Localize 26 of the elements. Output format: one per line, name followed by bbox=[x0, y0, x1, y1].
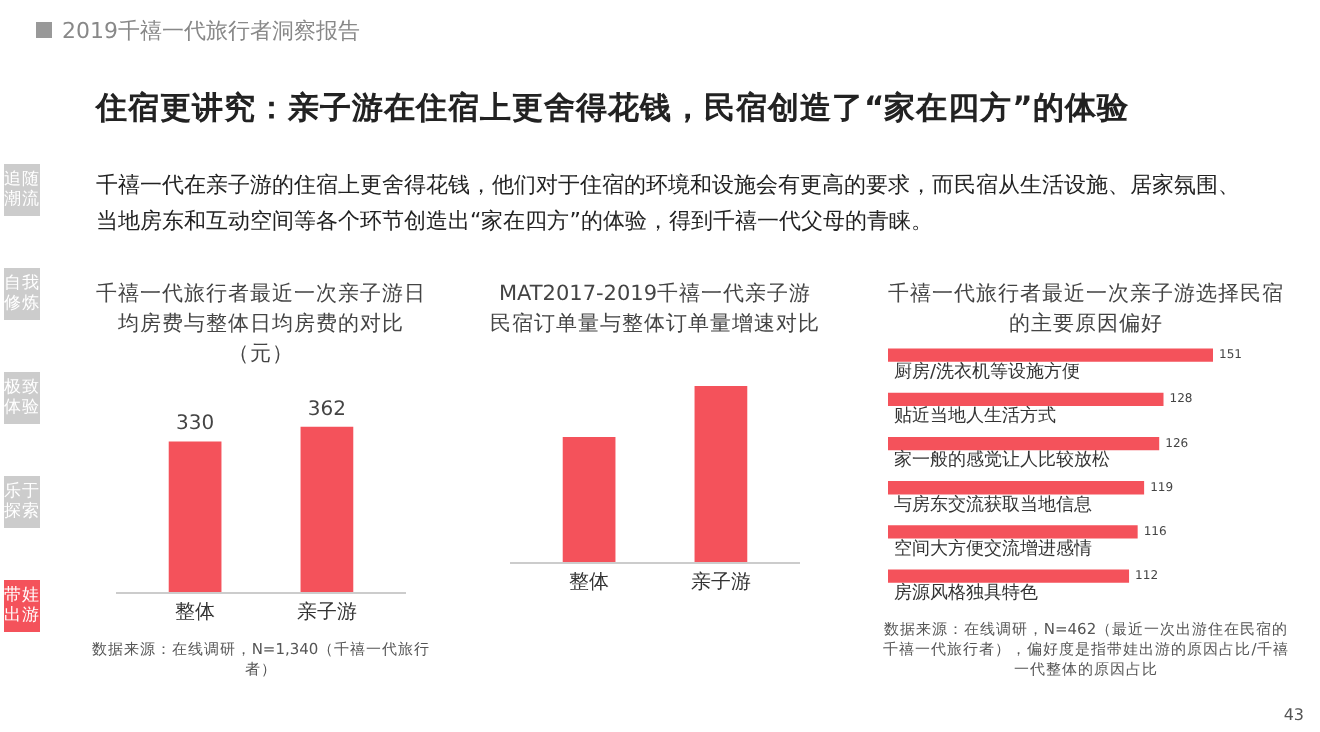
bar bbox=[888, 481, 1145, 495]
chart-title: 千禧一代旅行者最近一次亲子游日均房费与整体日均房费的对比（元） bbox=[94, 280, 428, 370]
chart-title: MAT2017-2019千禧一代亲子游民宿订单量与整体订单量增速对比 bbox=[488, 280, 822, 340]
y-tick-label: 房源风格独具特色 bbox=[894, 581, 1038, 604]
x-tick-label: 亲子游 bbox=[690, 570, 751, 594]
bar bbox=[888, 436, 1160, 451]
y-tick-label: 家一般的感觉让人比较放松 bbox=[894, 449, 1110, 472]
x-tick-label: 整体 bbox=[569, 570, 610, 594]
text: 43 bbox=[1283, 706, 1304, 724]
y-tick-label: 空间大方便交流增进感情 bbox=[894, 537, 1092, 560]
bar bbox=[888, 348, 1213, 362]
text: 住宿更讲究：亲子游在住宿上更舍得花钱，民宿创造了“家在四方”的体验 bbox=[96, 88, 1129, 130]
text: 千禧一代在亲子游的住宿上更舍得花钱，他们对于住宿的环境和设施会有更高的要求，而民宿从生活设施、居家氛围、当地房东和互动空间等各个环节创造出“家在四方”的体验，得到千禧一代父母的青睐。 bbox=[96, 170, 1242, 238]
text: 带娃出游 bbox=[4, 580, 40, 632]
bar bbox=[888, 525, 1138, 539]
bar bbox=[888, 392, 1164, 406]
y-tick-label: 贴近当地人生活方式 bbox=[894, 405, 1056, 428]
bar bbox=[888, 569, 1130, 583]
data-label: 362 bbox=[307, 398, 346, 421]
y-tick-label: 厨房/洗衣机等设施方便 bbox=[894, 360, 1081, 383]
y-tick-label: 与房东交流获取当地信息 bbox=[894, 493, 1092, 516]
text: 2019千禧一代旅行者洞察报告 bbox=[36, 16, 360, 46]
data-label: 330 bbox=[176, 413, 215, 436]
x-tick-label: 亲子游 bbox=[296, 600, 357, 624]
x-tick-label: 整体 bbox=[175, 600, 216, 624]
chart-title: 千禧一代旅行者最近一次亲子游选择民宿的主要原因偏好 bbox=[886, 280, 1286, 340]
